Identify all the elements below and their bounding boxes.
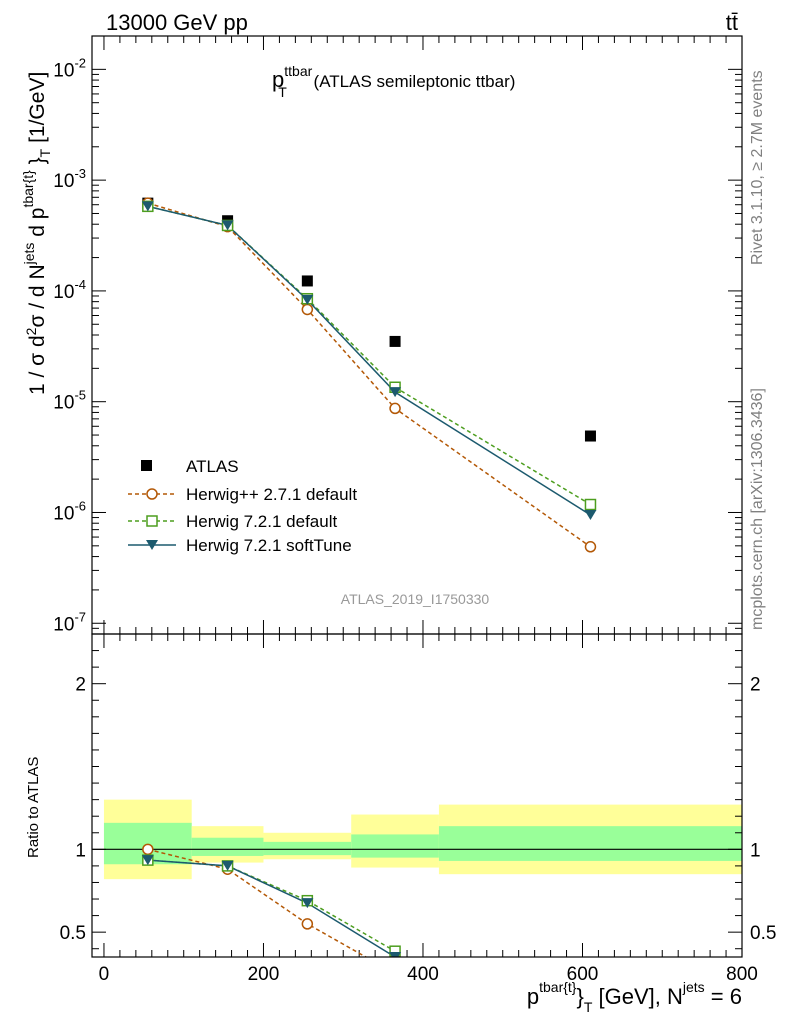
ratio-series-line (147, 859, 396, 952)
data-point (389, 335, 401, 347)
uncertainty-band-inner (263, 841, 352, 856)
data-point (141, 201, 154, 212)
data-point (584, 509, 597, 520)
mcplots-label: mcplots.cern.ch [arXiv:1306.3436] (749, 388, 766, 630)
rivet-label: Rivet 3.1.10, ≥ 2.7M events (749, 70, 766, 265)
ratio-y-tick-label-right: 2 (750, 675, 761, 696)
process-label: tt̄ (726, 10, 738, 35)
ratio-data (141, 843, 402, 957)
main-x-ticks (103, 36, 743, 634)
data-point (301, 303, 314, 316)
y-tick-label: 10-4 (53, 277, 86, 303)
x-tick-label: 800 (726, 964, 758, 985)
ratio-y-tick-label-right: 1 (750, 840, 761, 861)
ratio-bands (92, 799, 742, 880)
uncertainty-band-inner (191, 837, 264, 856)
y-tick-label: 10-7 (53, 609, 86, 635)
ratio-point (221, 860, 234, 871)
data-point (584, 430, 596, 442)
uncertainty-band-inner (438, 826, 742, 861)
legend-marker-herwigpp (146, 488, 158, 500)
legend-marker-atlas (141, 460, 152, 471)
svg-text:1 / σ d2σ / d Njets d ptbar{t}: 1 / σ d2σ / d Njets d ptbar{t} }T [1/GeV… (20, 72, 53, 395)
legend-label-herwigpp: Herwig++ 2.7.1 default (186, 485, 357, 504)
legend-label-herwig7-softtune: Herwig 7.2.1 softTune (186, 536, 352, 555)
data-point (389, 402, 401, 415)
x-tick-label: 0 (99, 964, 110, 985)
ratio-panel: 0.5 0.51 12 2 0 200 400 600 800 Ratio to ATLAS … (25, 633, 776, 1015)
ratio-series-line (147, 859, 396, 957)
y-tick-label: 10-6 (53, 498, 86, 524)
y-tick-label: 10-2 (53, 55, 86, 81)
ratio-frame (91, 633, 743, 958)
ratio-point (141, 855, 154, 866)
y-tick-label: 10-3 (53, 166, 86, 192)
legend-label-atlas: ATLAS (186, 457, 239, 476)
main-data (141, 197, 597, 553)
ratio-y-tick-label-right: 0.5 (750, 923, 776, 944)
x-tick-label: 600 (567, 964, 599, 985)
ratio-y-tick-label: 1 (75, 840, 86, 861)
data-point (389, 387, 402, 398)
ratio-point (301, 918, 314, 930)
uncertainty-band-inner (351, 834, 439, 858)
ratio-ylabel: Ratio to ATLAS (25, 757, 42, 858)
legend-label-herwig7-default: Herwig 7.2.1 default (186, 512, 337, 531)
ratio-y-ticks: 0.5 0.5 1 1 2 2 (60, 650, 776, 950)
x-axis-title: ptbar{t}}T [GeV], Njets = 6 (527, 979, 742, 1015)
ratio-y-tick-label: 0.5 (60, 923, 86, 944)
analysis-id: ATLAS_2019_I1750330 (341, 591, 490, 607)
ratio-y-tick-label: 2 (75, 675, 86, 696)
x-tick-label: 200 (248, 964, 280, 985)
data-point (584, 498, 597, 511)
data-point (221, 220, 234, 231)
y-tick-label: 10-5 (53, 388, 86, 414)
ratio-point (301, 898, 314, 909)
data-point (584, 541, 597, 553)
main-title: pttbar T (ATLAS semileptonic ttbar) (272, 63, 515, 100)
legend-marker-herwig7-softtune (146, 540, 158, 550)
collision-label: 13000 GeV pp (106, 10, 248, 35)
main-ylabel: 1 / σ d2σ / d Njets d ptbar{t} }T [1/GeV… (20, 72, 53, 395)
ratio-point (142, 843, 154, 856)
x-tick-label: 400 (407, 964, 439, 985)
main-panel: 10-2 10-3 10-4 10-5 10-6 10-7 pttbar T (ATLAS … (20, 35, 743, 635)
data-point (301, 275, 313, 287)
main-y-ticks: 10-2 10-3 10-4 10-5 10-6 10-7 (53, 35, 742, 635)
legend-marker-herwig7-default (146, 515, 158, 527)
data-point (301, 294, 314, 305)
legend: ATLAS Herwig++ 2.7.1 default Herwig 7.2.… (128, 457, 357, 555)
ratio-point (389, 952, 402, 957)
